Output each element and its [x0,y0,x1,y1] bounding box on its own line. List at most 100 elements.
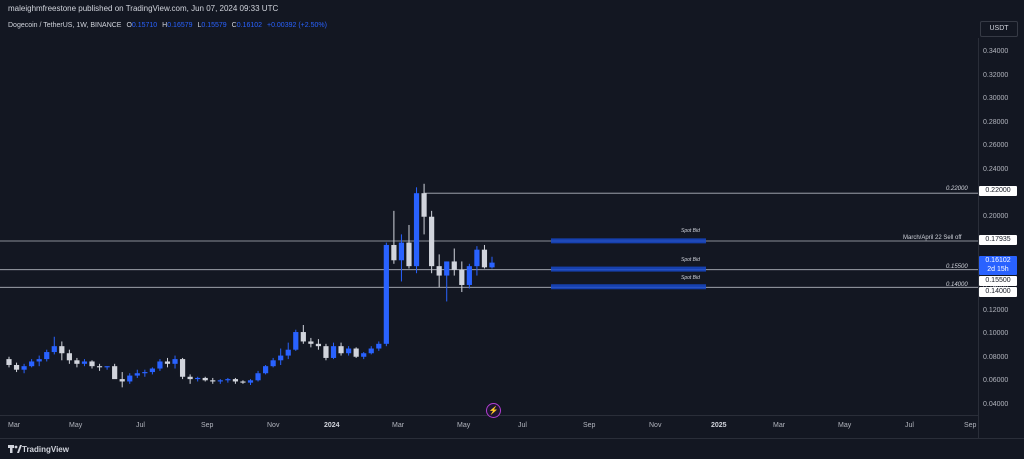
price-tick: 0.06000 [983,377,1009,385]
level-label-support2: 0.14000 [946,282,968,288]
spot-bid-label-2: Spot Bid [681,257,700,263]
price-tag-support1: 0.15500 [979,276,1017,286]
candle-body [255,373,261,381]
candle-body [330,346,337,358]
candle-body [429,216,435,267]
low-label: L [197,22,202,29]
price-tick: 0.30000 [983,95,1009,103]
price-axis-divider [978,38,979,438]
candle-body [112,366,118,380]
candle-body [217,380,223,382]
candle-body [89,361,95,367]
candle-body [338,346,344,354]
candle-body [172,359,178,364]
candle-body [247,380,254,383]
publish-info: maleighmfreestone published on TradingVi… [8,4,279,13]
candle-body [421,193,427,217]
candle-body [96,366,103,368]
candle-body [225,379,231,381]
time-tick: May [838,422,852,429]
tradingview-logo-icon[interactable] [8,444,22,454]
brand-name[interactable]: TradingView [22,445,69,454]
candle-body [81,361,88,364]
candle-body [308,341,314,344]
time-tick: 2025 [711,422,727,429]
high-label: H [162,22,168,29]
time-tick: Jul [136,422,145,429]
candle-body [59,346,65,354]
candle-body [127,375,133,382]
candle-body [119,379,125,382]
spot-bid-zone [551,284,706,290]
spot-bid-zone [551,238,706,244]
spot-bid-zones [551,238,706,290]
candle-body [466,266,472,285]
candle-body [157,361,163,369]
candle-body [368,348,374,354]
candle-body [202,377,208,381]
candle-body [262,366,269,374]
price-tick: 0.14000 [983,283,1008,290]
candle-body [406,242,412,267]
close-value: 0.16102 [236,22,263,29]
time-tick: Mar [773,422,786,429]
candle-body [398,242,405,261]
high-value: 0.16579 [167,22,193,29]
time-tick: 2024 [324,422,340,429]
candle-body [391,244,397,261]
footer-bar: TradingView [0,438,1024,459]
price-tick: 0.20000 [983,212,1009,220]
time-tick: May [69,422,83,429]
publish-bar: maleighmfreestone published on TradingVi… [0,0,1024,18]
candle-body [285,349,291,356]
candle-body [270,360,276,367]
lightning-icon[interactable]: ⚡ [486,403,501,418]
level-label-support1: 0.15500 [946,264,968,270]
candle-body [376,343,382,349]
candle-body [187,376,193,380]
bar-countdown: 2d 15h [987,266,1009,273]
candle-body [413,193,420,267]
candle-body [240,381,246,383]
candle-body [195,377,201,380]
candle-body [444,261,450,276]
candle-body [6,359,12,365]
open-label: O [126,22,132,29]
candle-body [300,332,306,342]
price-tick: 0.32000 [983,71,1009,79]
candle-body [29,361,35,367]
time-tick: Sep [201,422,214,429]
candle-body [383,244,389,344]
current-price: 0.16102 [985,257,1011,264]
change-value: +0.00392 (+2.50%) [266,22,327,29]
candle-body [66,353,72,361]
candle-body [210,380,216,382]
time-tick: Jul [518,422,527,429]
level-label-sell: March/April 22 Sell off [903,235,962,241]
candle-body [489,262,495,268]
currency-button[interactable]: USDT [980,21,1018,37]
candle-body [179,359,186,377]
chart-canvas[interactable] [0,38,978,415]
candle-body [21,366,27,370]
symbol-title[interactable]: Dogecoin / TetherUS, 1W, BINANCE [8,22,122,29]
time-tick: Sep [583,422,596,429]
candle-body [451,261,457,270]
candle-body [278,355,284,361]
candle-body [361,353,367,357]
candle-body [44,352,50,360]
price-tag-support2: 0.14000 [979,287,1017,297]
candle-body [323,346,329,358]
time-tick: Jul [905,422,914,429]
price-tick: 0.04000 [983,401,1009,408]
candle-body [164,361,171,364]
spot-bid-label-1: Spot Bid [681,228,700,234]
time-tick: May [457,422,471,429]
level-label-high: 0.22000 [946,186,968,192]
spot-bid-label-3: Spot Bid [681,275,700,281]
price-tick: 0.34000 [983,48,1009,55]
candles [6,183,495,388]
open-value: 0.15710 [131,22,158,29]
candle-body [51,346,57,353]
candle-body [436,266,442,276]
